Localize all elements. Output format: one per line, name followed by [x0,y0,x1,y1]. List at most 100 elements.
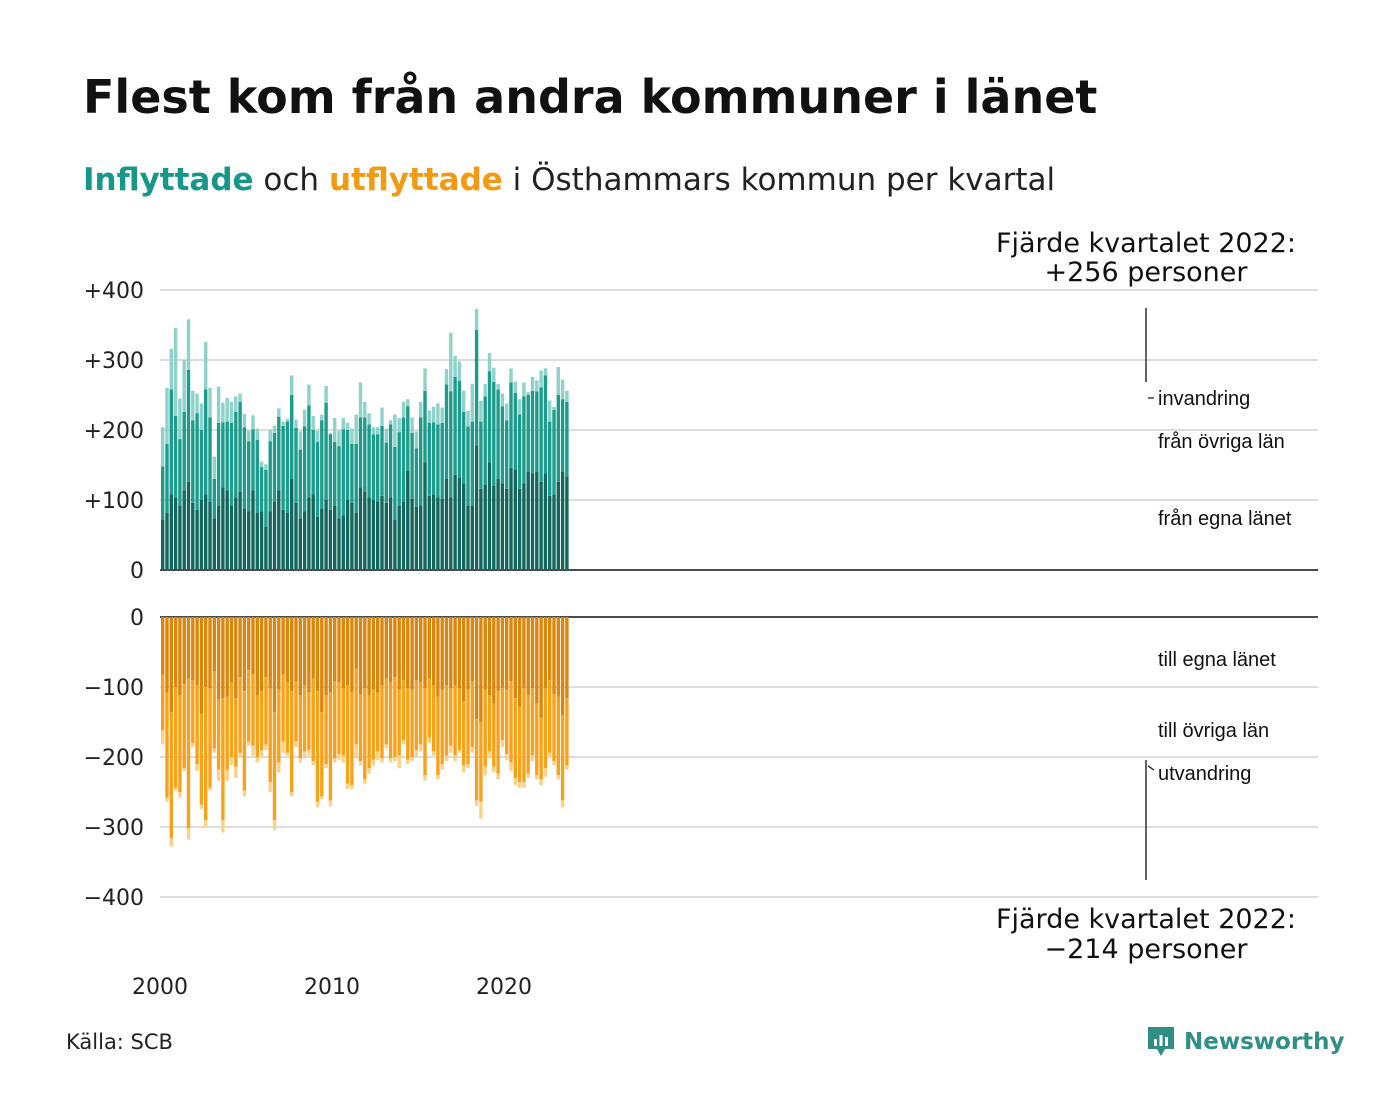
source-note: Källa: SCB [66,1030,173,1054]
bar-segment [543,617,548,689]
bar-segment [376,501,380,570]
bar-segment [298,758,302,763]
bar-segment [225,617,229,697]
bar-segment [298,695,302,759]
bar-segment [307,750,311,756]
bar-segment [492,703,496,767]
bar-segment [367,497,371,570]
bar-segment [363,617,367,689]
bar-segment [350,428,354,444]
bar-segment [161,466,165,520]
bar-segment [165,512,169,570]
bar-segment [165,388,169,444]
bar-segment [208,787,212,791]
bar-segment [242,790,247,797]
bar-segment [500,483,505,570]
bar-segment [436,696,440,776]
bar-segment [294,502,298,570]
bar-segment [380,617,384,686]
bar-segment [505,403,509,421]
bar-segment [496,691,500,774]
bar-segment [565,402,569,477]
bar-segment [436,775,440,780]
bar-segment [548,680,552,753]
bar-segment [191,617,195,680]
bar-segment [315,430,320,442]
bar-segment [530,473,535,570]
bar-segment [419,744,423,752]
bar-segment [186,828,191,840]
bar-segment [474,308,479,330]
bar-segment [264,464,268,470]
bar-segment [453,685,457,756]
bar-segment [406,617,410,689]
bar-segment [199,500,204,570]
bar-segment [552,406,556,410]
bar-segment [522,688,526,783]
bar-segment [182,411,186,491]
bar-segment [247,430,251,442]
bar-segment [427,678,431,738]
bar-segment [259,467,264,512]
bar-segment [255,439,259,513]
bar-segment [315,617,320,692]
bar-segment [419,505,423,570]
bar-segment [500,688,505,741]
bar-segment [324,695,328,764]
bar-segment [307,384,311,406]
bar-segment [208,688,212,788]
bar-segment [161,617,165,675]
bar-segment [479,617,483,722]
bar-segment [186,481,191,570]
bar-segment [238,393,242,402]
x-tick-label: 2000 [132,975,188,1000]
bar-segment [492,367,496,382]
bar-segment [281,509,285,570]
bar-segment [367,617,371,696]
bar-segment [474,617,479,720]
bar-segment [341,418,345,430]
bar-segment [483,766,487,776]
bar-segment [406,759,410,764]
bar-segment [483,689,487,767]
bar-segment [204,341,208,390]
bar-segment [165,692,169,798]
bar-segment [505,488,509,570]
bar-segment [397,689,401,756]
bar-segment [457,617,462,689]
bar-segment [216,769,221,781]
bar-segment [345,430,350,500]
bar-segment [453,617,457,686]
bar-segment [470,421,474,506]
bar-segment [165,617,169,693]
bar-segment [517,617,522,707]
bar-segment [457,477,462,570]
bar-segment [526,773,530,778]
bar-segment [444,369,449,385]
x-tick-label: 2020 [476,975,532,1000]
bar-segment [440,689,444,764]
bar-segment [255,617,259,696]
bar-segment [470,747,474,753]
bar-segment [401,501,406,570]
bar-segment [440,407,444,423]
bar-segment [251,674,255,746]
bar-segment [479,801,483,819]
bar-segment [320,712,324,797]
brand-logo[interactable]: Newsworthy [1146,1025,1345,1059]
bar-segment [341,688,345,756]
bar-segment [311,617,315,679]
bar-segment [393,757,397,762]
bar-segment [535,617,539,704]
bar-segment [285,752,290,756]
bar-segment [285,418,290,422]
bar-segment [453,474,457,570]
bar-segment [427,410,431,423]
bar-segment [397,418,401,433]
bar-segment [333,758,337,763]
bar-segment [423,688,427,776]
bar-segment [337,682,341,755]
bar-segment [186,369,191,482]
bar-segment [221,698,225,820]
bar-segment [474,800,479,806]
